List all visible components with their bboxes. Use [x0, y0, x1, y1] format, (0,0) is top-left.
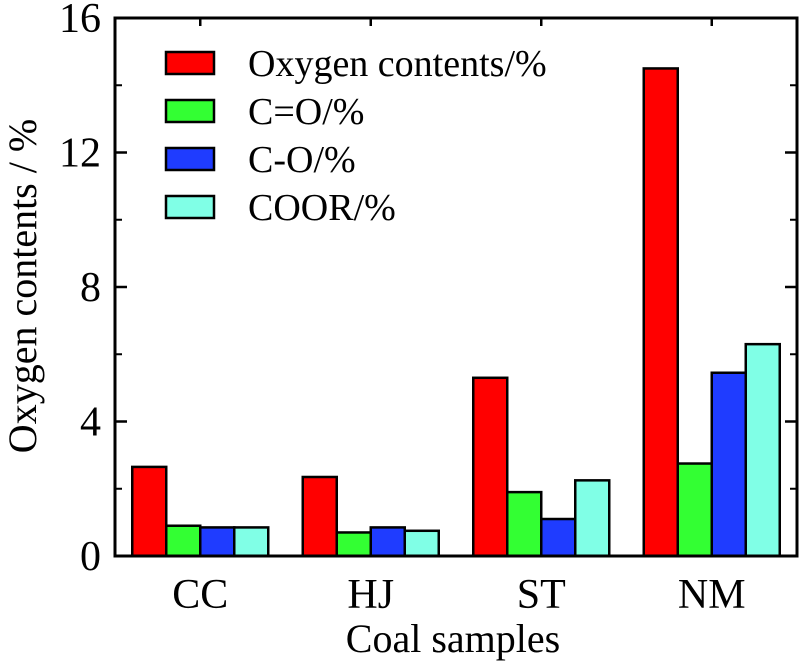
bars-layer	[131, 67, 781, 558]
legend-label-series-4: COOR/%	[248, 187, 396, 229]
legend-label-series-3: C-O/%	[248, 139, 356, 181]
bar-hj-series-1	[301, 475, 338, 558]
bar-st-series-1	[472, 376, 509, 558]
bar-st-series-4	[574, 479, 611, 558]
y-tick-label: 8	[80, 265, 101, 311]
bar-hj-series-4	[403, 529, 440, 558]
y-tick-label: 4	[80, 400, 101, 446]
bar-hj-series-3	[369, 526, 406, 558]
x-axis-title: Coal samples	[346, 616, 560, 661]
y-tick-label: 0	[80, 534, 101, 580]
bar-nm-series-4	[744, 342, 781, 558]
bar-nm-series-2	[676, 462, 713, 558]
legend-label-series-1: Oxygen contents/%	[248, 43, 547, 85]
legend-swatch-series-4	[164, 194, 216, 220]
plot-frame	[113, 16, 799, 558]
legend-swatch-series-3	[164, 146, 216, 172]
y-tick-label: 12	[59, 131, 101, 177]
axes-layer: CC HJ ST NM 0 4 8 12 16	[59, 0, 799, 618]
bar-cc-series-1	[131, 465, 168, 558]
x-tick-label: CC	[172, 572, 228, 618]
legend-swatch-series-1	[164, 50, 216, 76]
legend-label-series-2: C=O/%	[248, 91, 364, 133]
x-tick-label: NM	[678, 572, 746, 618]
bar-st-series-3	[540, 517, 577, 558]
y-tick-label: 16	[59, 0, 101, 42]
legend: Oxygen contents/% C=O/% C-O/% COOR/%	[164, 43, 547, 229]
bar-nm-series-3	[710, 371, 747, 558]
bar-nm-series-1	[642, 67, 679, 558]
bar-st-series-2	[506, 490, 543, 558]
bar-cc-series-4	[233, 526, 270, 558]
legend-swatch-series-2	[164, 98, 216, 124]
bar-cc-series-3	[199, 526, 236, 558]
y-axis-title: Oxygen contents / %	[0, 119, 45, 453]
x-tick-label: HJ	[347, 572, 394, 618]
bar-hj-series-2	[335, 531, 372, 558]
x-tick-label: ST	[517, 572, 566, 618]
bar-cc-series-2	[165, 524, 202, 558]
